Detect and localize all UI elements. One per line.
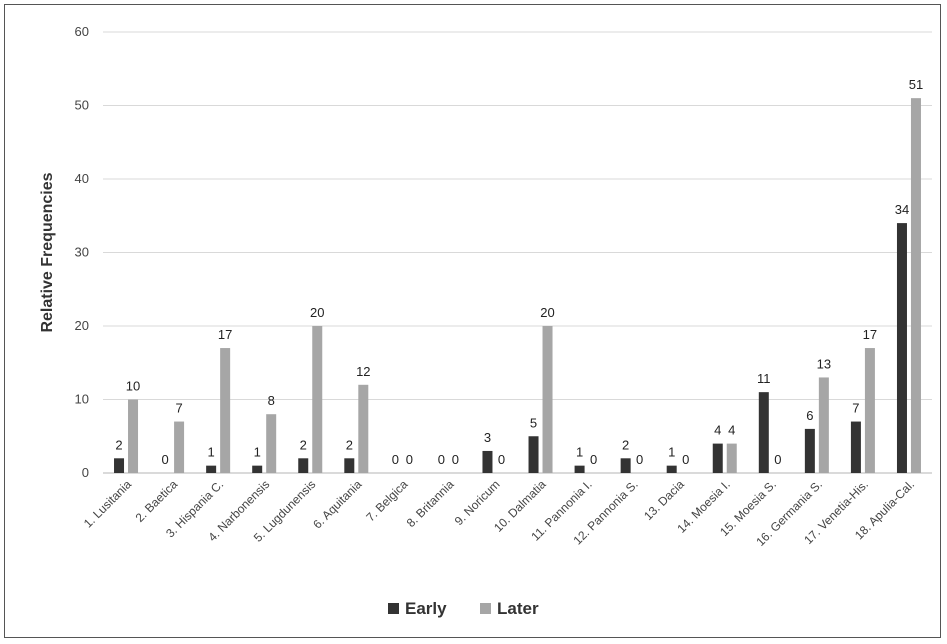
bar-later	[864, 348, 875, 473]
data-label-later: 17	[218, 327, 232, 342]
bar-early	[758, 392, 769, 473]
bar-early	[482, 450, 493, 473]
data-label-early: 2	[300, 437, 307, 452]
bar-later	[818, 377, 829, 473]
bar-later	[542, 326, 553, 473]
data-label-later: 4	[728, 423, 735, 438]
data-label-later: 51	[909, 77, 923, 92]
legend-swatch-later	[480, 603, 491, 614]
bar-later	[220, 348, 231, 473]
bar-later	[266, 414, 277, 473]
y-tick-label: 60	[75, 24, 89, 39]
data-label-early: 1	[254, 445, 261, 460]
data-label-later: 10	[126, 379, 140, 394]
bar-early	[712, 443, 723, 473]
bar-early	[620, 458, 631, 473]
y-tick-label: 0	[82, 465, 89, 480]
bar-later	[910, 98, 921, 474]
y-axis-title: Relative Frequencies	[39, 172, 56, 332]
data-label-later: 12	[356, 364, 370, 379]
bar-early	[206, 465, 217, 473]
data-label-later: 0	[774, 452, 781, 467]
x-tick-label: 1. Lusitania	[81, 477, 135, 531]
bar-early	[666, 465, 677, 473]
data-label-early: 6	[806, 408, 813, 423]
data-label-early: 3	[484, 430, 491, 445]
data-label-later: 0	[406, 452, 413, 467]
bar-later	[358, 384, 369, 473]
data-label-early: 5	[530, 415, 537, 430]
x-tick-label: 8. Britannia	[404, 477, 457, 530]
bar-early	[114, 458, 125, 473]
bar-later	[174, 421, 185, 473]
data-label-early: 4	[714, 423, 721, 438]
data-label-early: 1	[668, 445, 675, 460]
legend-swatch-early	[388, 603, 399, 614]
x-tick-label: 2. Baetica	[133, 477, 181, 525]
bar-early	[344, 458, 355, 473]
data-label-later: 8	[268, 393, 275, 408]
data-label-later: 0	[498, 452, 505, 467]
data-label-later: 20	[310, 305, 324, 320]
bar-later	[128, 399, 139, 473]
data-label-early: 1	[208, 445, 215, 460]
x-tick-label: 7. Belgica	[363, 477, 410, 524]
y-tick-label: 40	[75, 171, 89, 186]
bar-early	[804, 428, 815, 473]
data-label-early: 2	[115, 437, 122, 452]
data-label-early: 0	[438, 452, 445, 467]
y-tick-label: 30	[75, 245, 89, 260]
data-label-later: 13	[817, 356, 831, 371]
x-tick-label: 6. Aquitania	[310, 477, 364, 531]
chart-frame	[4, 4, 941, 638]
bar-early	[252, 465, 263, 473]
y-tick-label: 10	[75, 392, 89, 407]
data-label-later: 20	[540, 305, 554, 320]
x-tick-label: 13. Dacia	[641, 477, 687, 523]
data-label-early: 7	[852, 401, 859, 416]
bar-later	[312, 326, 323, 473]
y-tick-label: 50	[75, 98, 89, 113]
bar-early	[574, 465, 585, 473]
data-label-later: 17	[863, 327, 877, 342]
y-tick-label: 20	[75, 318, 89, 333]
bar-early	[298, 458, 309, 473]
legend-label-later: Later	[497, 599, 539, 618]
data-label-later: 0	[682, 452, 689, 467]
legend-label-early: Early	[405, 599, 447, 618]
data-label-later: 0	[590, 452, 597, 467]
data-label-later: 7	[175, 401, 182, 416]
data-label-early: 0	[392, 452, 399, 467]
data-label-later: 0	[452, 452, 459, 467]
data-label-early: 0	[161, 452, 168, 467]
bar-early	[896, 223, 907, 473]
bar-later	[726, 443, 737, 473]
data-label-early: 2	[346, 437, 353, 452]
data-label-early: 2	[622, 437, 629, 452]
data-label-early: 11	[757, 371, 771, 386]
data-label-early: 34	[895, 202, 909, 217]
data-label-later: 0	[636, 452, 643, 467]
data-label-early: 1	[576, 445, 583, 460]
bar-early	[850, 421, 861, 473]
bar-early	[528, 436, 539, 473]
